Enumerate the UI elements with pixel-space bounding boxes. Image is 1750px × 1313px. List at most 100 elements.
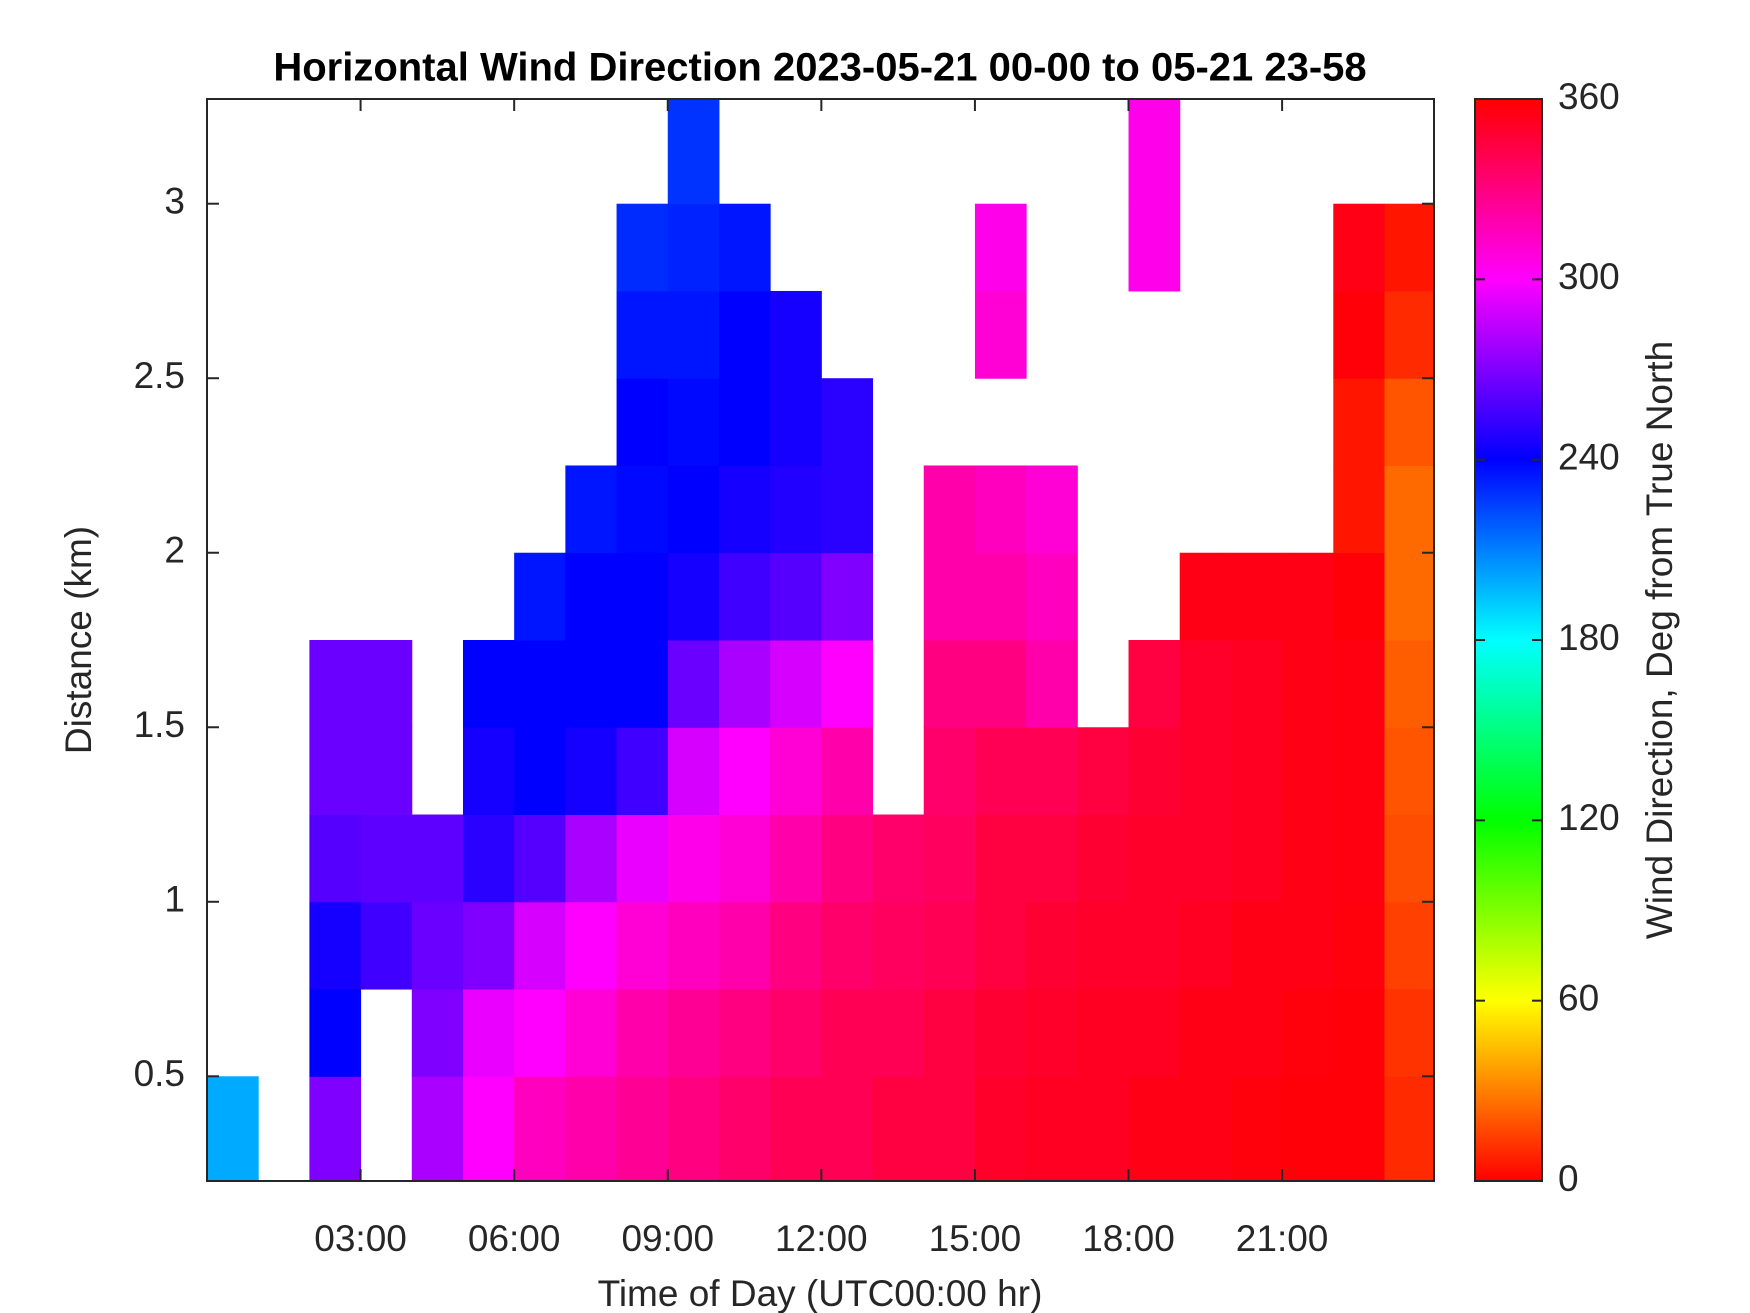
heatmap-cell: [923, 465, 976, 554]
y-tick-label: 1: [164, 879, 185, 920]
heatmap-cell: [360, 814, 413, 903]
heatmap-cell: [411, 989, 464, 1077]
heatmap-cell: [923, 552, 976, 641]
heatmap-cell: [667, 99, 720, 205]
heatmap-cell: [1384, 901, 1434, 990]
heatmap-cell: [1077, 901, 1130, 990]
heatmap-cell: [1128, 901, 1181, 990]
heatmap-cell: [411, 1076, 464, 1181]
heatmap-cell: [821, 552, 874, 641]
heatmap-cell: [1230, 989, 1283, 1077]
y-axis-label: Distance (km): [58, 526, 99, 754]
heatmap-cell: [718, 901, 771, 990]
heatmap-cell: [923, 989, 976, 1077]
heatmap-cell: [1026, 552, 1078, 641]
heatmap-cell: [821, 640, 874, 728]
heatmap-cell: [514, 814, 566, 903]
heatmap-cell: [974, 203, 1027, 292]
x-tick-label: 03:00: [314, 1218, 407, 1259]
heatmap: [207, 99, 1434, 1181]
heatmap-cell: [1384, 640, 1434, 728]
heatmap-cell: [1026, 901, 1078, 990]
heatmap-cell: [718, 465, 771, 554]
heatmap-cell: [1128, 203, 1181, 292]
x-tick-label: 18:00: [1082, 1218, 1175, 1259]
heatmap-cell: [1384, 203, 1434, 292]
colorbar-tick-label: 60: [1558, 977, 1599, 1018]
heatmap-cell: [872, 814, 925, 903]
heatmap-cell: [872, 1076, 925, 1181]
heatmap-cell: [565, 814, 618, 903]
heatmap-cell: [718, 814, 771, 903]
heatmap-cell: [974, 465, 1027, 554]
heatmap-cell: [616, 640, 669, 728]
heatmap-cell: [923, 901, 976, 990]
heatmap-cell: [718, 640, 771, 728]
x-tick-label: 21:00: [1236, 1218, 1329, 1259]
heatmap-cell: [1026, 989, 1078, 1077]
heatmap-cell: [667, 1076, 720, 1181]
heatmap-cell: [667, 203, 720, 292]
heatmap-cell: [1384, 290, 1434, 379]
y-tick-label: 2: [164, 530, 185, 571]
heatmap-cell: [923, 1076, 976, 1181]
heatmap-cell: [616, 989, 669, 1077]
heatmap-cell: [1384, 552, 1434, 641]
heatmap-cell: [974, 552, 1027, 641]
heatmap-cell: [462, 901, 515, 990]
heatmap-cell: [1230, 640, 1283, 728]
heatmap-cell: [974, 1076, 1027, 1181]
heatmap-cell: [667, 727, 720, 816]
heatmap-cell: [1128, 727, 1181, 816]
x-tick-label: 12:00: [775, 1218, 868, 1259]
colorbar-tick-label: 180: [1558, 617, 1620, 658]
heatmap-cell: [565, 901, 618, 990]
heatmap-cell: [821, 901, 874, 990]
colorbar-tick-label: 360: [1558, 76, 1620, 117]
heatmap-cell: [667, 901, 720, 990]
heatmap-cell: [309, 727, 362, 816]
colorbar: [1475, 99, 1542, 1181]
colorbar-tick-label: 240: [1558, 436, 1620, 477]
heatmap-cell: [1128, 99, 1181, 205]
heatmap-cell: [565, 465, 618, 554]
heatmap-cell: [1282, 901, 1334, 990]
heatmap-cell: [718, 290, 771, 379]
heatmap-cell: [514, 727, 566, 816]
heatmap-cell: [1026, 465, 1078, 554]
heatmap-cell: [718, 989, 771, 1077]
heatmap-cell: [462, 640, 515, 728]
heatmap-cell: [1333, 989, 1385, 1077]
heatmap-cell: [1282, 727, 1334, 816]
heatmap-cell: [207, 1076, 259, 1181]
heatmap-cell: [1333, 814, 1385, 903]
heatmap-cell: [1333, 727, 1385, 816]
heatmap-cell: [770, 552, 822, 641]
heatmap-cell: [462, 1076, 515, 1181]
y-tick-label: 0.5: [134, 1053, 185, 1094]
heatmap-cell: [667, 814, 720, 903]
heatmap-cell: [616, 465, 669, 554]
heatmap-cell: [667, 378, 720, 466]
heatmap-cell: [1282, 640, 1334, 728]
heatmap-cell: [1384, 727, 1434, 816]
heatmap-cell: [1384, 465, 1434, 554]
heatmap-cell: [1179, 727, 1232, 816]
heatmap-cell: [718, 1076, 771, 1181]
heatmap-cell: [1282, 552, 1334, 641]
heatmap-cell: [411, 901, 464, 990]
heatmap-cell: [1026, 727, 1078, 816]
heatmap-cell: [1230, 727, 1283, 816]
heatmap-cell: [1077, 989, 1130, 1077]
heatmap-cell: [1179, 552, 1232, 641]
heatmap-cell: [923, 814, 976, 903]
heatmap-cell: [770, 290, 822, 379]
heatmap-cell: [1384, 989, 1434, 1077]
heatmap-cell: [1179, 1076, 1232, 1181]
heatmap-cell: [770, 1076, 822, 1181]
heatmap-cell: [1077, 1076, 1130, 1181]
heatmap-cell: [616, 378, 669, 466]
x-tick-label: 06:00: [468, 1218, 561, 1259]
heatmap-cell: [1282, 989, 1334, 1077]
heatmap-cell: [770, 378, 822, 466]
